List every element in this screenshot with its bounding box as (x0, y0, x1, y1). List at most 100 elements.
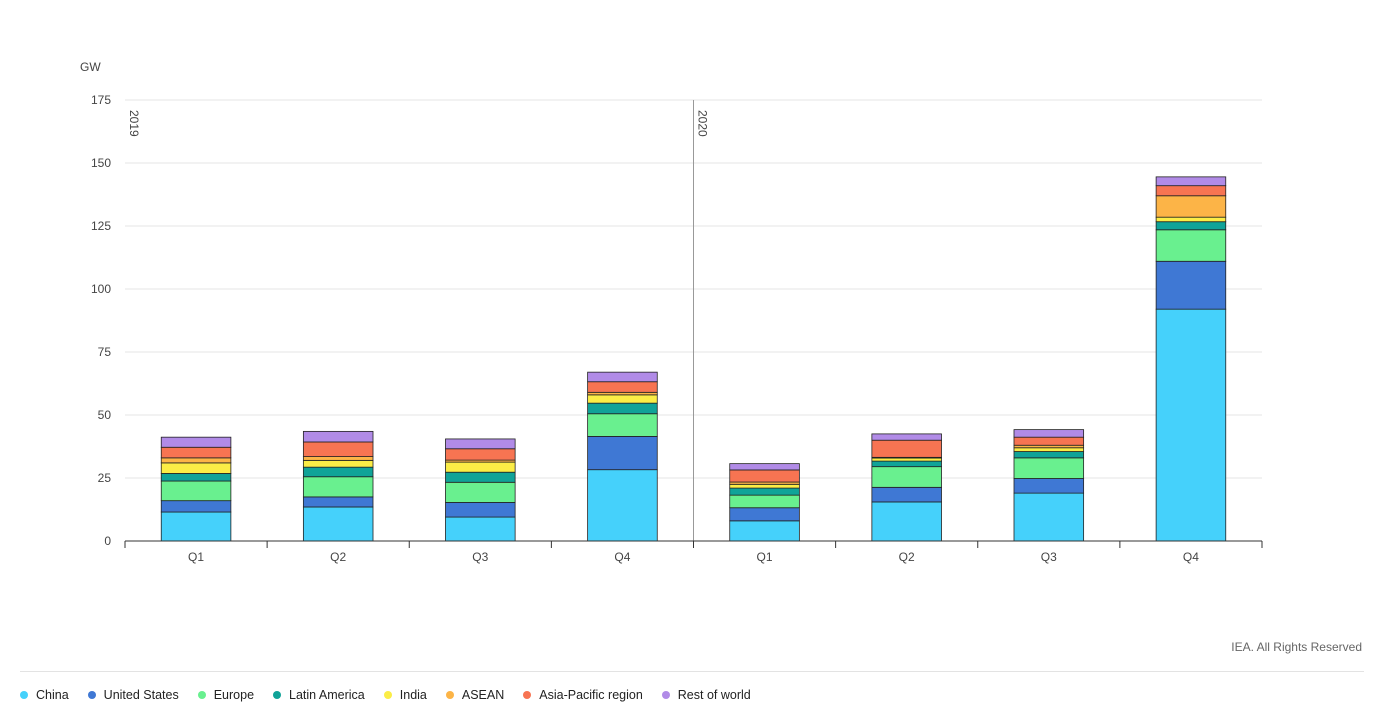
bar-segment-asia-pacific-region[interactable] (445, 448, 516, 461)
legend-color-dot (383, 691, 392, 699)
bar-segment-europe[interactable] (587, 413, 658, 437)
bar-segment-latin-america[interactable] (1013, 451, 1085, 459)
legend-label: India (399, 688, 427, 702)
x-tick-label: Q1 (757, 550, 773, 564)
legend-item-rest-of-world[interactable]: Rest of world (661, 688, 751, 702)
bar-segment-latin-america[interactable] (445, 471, 516, 483)
legend-divider (20, 671, 1364, 672)
bar-segment-united-states[interactable] (587, 436, 658, 471)
bar-segment-europe[interactable] (729, 494, 800, 509)
bar-segment-asia-pacific-region[interactable] (587, 381, 658, 393)
bar-segment-asia-pacific-region[interactable] (160, 446, 232, 459)
bar-segment-rest-of-world[interactable] (445, 438, 516, 450)
credit-text: IEA. All Rights Reserved (1231, 640, 1362, 654)
y-axis-unit-label: GW (80, 60, 101, 74)
bar-segment-europe[interactable] (302, 476, 374, 498)
bar-segment-latin-america[interactable] (1155, 221, 1227, 231)
x-tick-label: Q4 (614, 550, 630, 564)
bar-segment-latin-america[interactable] (160, 473, 232, 482)
bar-segment-united-states[interactable] (1013, 478, 1085, 494)
bar-segment-china[interactable] (302, 506, 374, 542)
y-tick-label: 100 (91, 282, 111, 296)
bar-segment-united-states[interactable] (302, 496, 374, 508)
legend-label: China (36, 688, 69, 702)
bar-segment-latin-america[interactable] (302, 466, 374, 478)
bar-segment-latin-america[interactable] (871, 460, 942, 468)
bar-segment-rest-of-world[interactable] (1155, 176, 1227, 187)
bar-segment-europe[interactable] (1013, 457, 1085, 479)
legend-item-latin-america[interactable]: Latin America (273, 688, 365, 702)
legend-color-dot (445, 691, 454, 699)
legend-color-dot (197, 691, 206, 699)
bar-segment-china[interactable] (160, 511, 232, 542)
bar-segment-rest-of-world[interactable] (160, 436, 232, 448)
bar-segment-asean[interactable] (160, 457, 232, 464)
bar-segment-united-states[interactable] (871, 486, 942, 503)
bar-segment-europe[interactable] (1155, 229, 1227, 262)
bar-segment-united-states[interactable] (160, 500, 232, 513)
bar-segment-china[interactable] (729, 520, 800, 542)
bar-segment-china[interactable] (1013, 492, 1085, 542)
stacked-bar-chart: GW 0 25 50 75 100 125 150 175 2019 2020 Q1 Q2 Q3 Q4 Q… (80, 60, 1263, 564)
group-label: 2019 (127, 110, 141, 137)
legend-item-india[interactable]: India (383, 688, 427, 702)
bar-segment-europe[interactable] (160, 480, 232, 502)
bar-segment-india[interactable] (1155, 216, 1227, 223)
group-label: 2020 (696, 110, 710, 137)
bar-segment-india[interactable] (1013, 447, 1085, 452)
bar-segment-rest-of-world[interactable] (729, 463, 800, 471)
bar-segment-asean[interactable] (1155, 195, 1227, 218)
bar-segment-india[interactable] (729, 483, 800, 489)
legend-item-china[interactable]: China (20, 688, 69, 702)
bar-segment-china[interactable] (871, 501, 942, 542)
bars (160, 176, 1227, 542)
bar-segment-asean[interactable] (302, 456, 374, 461)
bar-segment-asia-pacific-region[interactable] (1155, 185, 1227, 197)
y-tick-label: 175 (91, 93, 111, 107)
legend-label: Latin America (289, 688, 365, 702)
y-axis-ticks: 0 25 50 75 100 125 150 175 (91, 93, 111, 548)
legend-item-united-states[interactable]: United States (87, 688, 179, 702)
bar-segment-asia-pacific-region[interactable] (1013, 436, 1085, 446)
bar-segment-india[interactable] (160, 462, 232, 474)
bar-segment-europe[interactable] (445, 481, 516, 503)
bar-segment-asia-pacific-region[interactable] (729, 469, 800, 483)
bar-segment-india[interactable] (871, 457, 942, 462)
bar-segment-united-states[interactable] (445, 502, 516, 518)
bar-segment-rest-of-world[interactable] (871, 433, 942, 441)
legend-color-dot (273, 691, 282, 699)
bar-segment-rest-of-world[interactable] (587, 371, 658, 383)
x-tick-label: Q3 (472, 550, 488, 564)
x-axis: 2019 2020 Q1 Q2 Q3 Q4 Q1 Q2 Q3 Q4 (124, 100, 1263, 564)
legend-item-asean[interactable]: ASEAN (445, 688, 504, 702)
y-tick-label: 25 (98, 471, 112, 485)
bar-segment-asia-pacific-region[interactable] (871, 439, 942, 458)
bar-segment-india[interactable] (587, 394, 658, 404)
bar-segment-asia-pacific-region[interactable] (302, 441, 374, 457)
legend-label: United States (103, 688, 179, 702)
legend-label: Europe (213, 688, 255, 702)
y-tick-label: 125 (91, 219, 111, 233)
bar-segment-india[interactable] (302, 459, 374, 468)
bar-segment-china[interactable] (1155, 308, 1227, 542)
legend-item-europe[interactable]: Europe (197, 688, 255, 702)
bar-segment-united-states[interactable] (1155, 260, 1227, 310)
legend: China United States Europe Latin America Ind… (20, 688, 770, 702)
legend-item-asia-pacific-region[interactable]: Asia-Pacific region (523, 688, 643, 702)
x-tick-label: Q4 (1183, 550, 1199, 564)
legend-color-dot (523, 691, 532, 699)
bar-segment-rest-of-world[interactable] (302, 430, 374, 443)
bar-segment-united-states[interactable] (729, 507, 800, 522)
bar-segment-rest-of-world[interactable] (1013, 429, 1085, 438)
y-tick-label: 75 (98, 345, 112, 359)
bar-segment-europe[interactable] (871, 466, 942, 488)
bar-segment-china[interactable] (587, 469, 658, 542)
legend-color-dot (20, 691, 28, 699)
legend-color-dot (87, 691, 96, 699)
x-tick-label: Q3 (1041, 550, 1057, 564)
y-tick-label: 150 (91, 156, 111, 170)
bar-segment-latin-america[interactable] (729, 487, 800, 496)
bar-segment-india[interactable] (445, 461, 516, 473)
bar-segment-china[interactable] (445, 516, 516, 542)
bar-segment-latin-america[interactable] (587, 402, 658, 415)
